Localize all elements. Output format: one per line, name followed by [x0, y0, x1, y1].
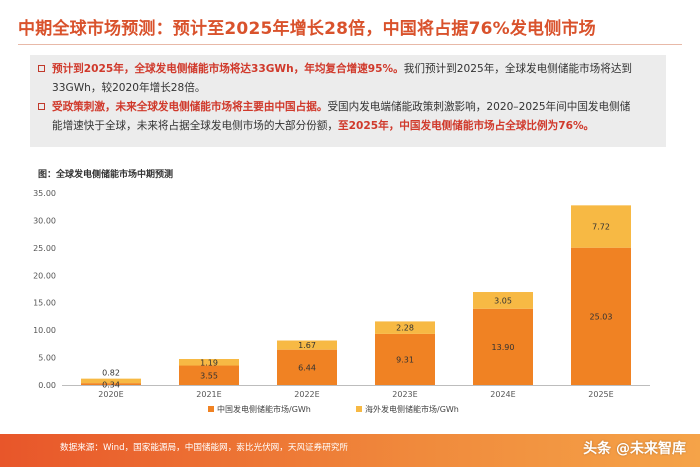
x-tick-label: 2023E — [392, 390, 417, 399]
data-label-overseas: 2.28 — [396, 324, 414, 333]
x-tick-label: 2020E — [98, 390, 123, 399]
chart-title: 图：全球发电侧储能市场中期预测 — [38, 170, 174, 180]
y-tick-label: 10.00 — [33, 326, 56, 335]
data-source: 数据来源：Wind，国家能源局，中国储能网，索比光伏网，天风证券研究所 — [60, 443, 349, 453]
bullet-2: 受政策刺激，未来全球发电侧储能市场将主要由中国占据。受国内发电端储能政策刺激影响… — [38, 98, 656, 117]
data-label-china: 13.90 — [492, 343, 515, 352]
bar-overseas — [277, 340, 337, 350]
bullet-2-lead: 受政策刺激，未来全球发电侧储能市场将主要由中国占据。 — [52, 101, 328, 113]
data-label-overseas: 3.05 — [494, 296, 512, 305]
legend-label: 中国发电侧储能市场/GWh — [217, 404, 311, 414]
data-label-overseas: 1.19 — [200, 358, 218, 367]
bar-overseas — [473, 292, 533, 309]
bullet-2-text: 受国内发电端储能政策刺激影响，2020–2025年间中国发电侧储 — [327, 101, 631, 113]
bullet-2-cont-text: 能增速快于全球，未来将占据全球发电侧市场的大部分份额， — [52, 120, 339, 132]
data-label-china: 9.31 — [396, 355, 414, 364]
y-tick-label: 30.00 — [33, 216, 56, 225]
y-tick-label: 15.00 — [33, 299, 56, 308]
bullet-1-text: 我们预计到2025年，全球发电侧储能市场将达到 — [403, 63, 633, 75]
y-tick-label: 25.00 — [33, 244, 56, 253]
data-label-china: 6.44 — [298, 363, 316, 372]
legend-swatch — [208, 406, 214, 412]
stacked-bar-chart: 0.00 5.00 10.00 15.00 20.00 25.00 30.00 35.00 0.… — [33, 189, 650, 414]
bar-china — [571, 247, 631, 385]
bar-china — [277, 349, 337, 385]
x-tick-label: 2022E — [294, 390, 319, 399]
bullet-1-cont: 33GWh，较2020年增长28倍。 — [52, 82, 206, 94]
square-bullet-icon — [38, 103, 45, 110]
data-label-overseas: 7.72 — [592, 223, 610, 232]
bar-overseas — [179, 358, 239, 366]
legend-label: 海外发电侧储能市场/GWh — [365, 404, 459, 414]
bullet-1: 预计到2025年，全球发电侧储能市场将达33GWh，年均复合增速95%。我们预计… — [38, 60, 656, 79]
x-tick-label: 2025E — [588, 390, 613, 399]
data-label-china: 3.55 — [200, 371, 218, 380]
y-tick-label: 0.00 — [38, 381, 56, 390]
y-tick-label: 5.00 — [38, 354, 56, 363]
bar-china — [81, 383, 141, 385]
y-tick-label: 35.00 — [33, 189, 56, 198]
watermark-label: 头条 @未来智库 — [583, 441, 686, 457]
bar-china — [375, 333, 435, 385]
bar-china — [473, 308, 533, 385]
x-tick-label: 2024E — [490, 390, 515, 399]
title-divider — [18, 44, 682, 45]
legend-swatch — [356, 406, 362, 412]
footer-bar — [0, 434, 700, 467]
bar-overseas — [81, 378, 141, 384]
data-label-china: 25.03 — [590, 312, 613, 321]
data-label-overseas: 1.67 — [298, 341, 316, 350]
bar-china — [179, 365, 239, 385]
bullet-2-cont: 能增速快于全球，未来将占据全球发电侧市场的大部分份额，至2025年，中国发电侧储… — [38, 117, 656, 136]
bar-overseas — [375, 321, 435, 334]
bar-overseas — [571, 205, 631, 248]
y-tick-label: 20.00 — [33, 271, 56, 280]
bullet-2-cont-red: 至2025年，中国发电侧储能市场占全球比例为76%。 — [338, 120, 595, 132]
summary-panel: 预计到2025年，全球发电侧储能市场将达33GWh，年均复合增速95%。我们预计… — [30, 55, 666, 147]
data-label-overseas: 0.82 — [102, 369, 120, 378]
square-bullet-icon — [38, 65, 45, 72]
page-title: 中期全球市场预测：预计至2025年增长28倍，中国将占据76%发电侧市场 — [18, 19, 596, 39]
bullet-1-lead: 预计到2025年，全球发电侧储能市场将达33GWh，年均复合增速95%。 — [52, 63, 404, 75]
watermark: 头条 @未来智库 — [583, 438, 686, 458]
x-tick-label: 2021E — [196, 390, 221, 399]
data-label-china: 0.34 — [102, 381, 120, 390]
